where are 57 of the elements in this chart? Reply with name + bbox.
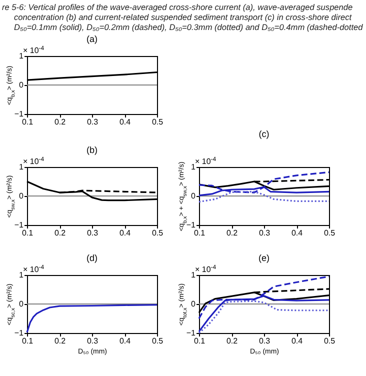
x-tick-label: 0.5 [324, 228, 336, 238]
x-tick-label: 0.2 [54, 228, 66, 238]
x-tick-label: 0.2 [226, 228, 238, 238]
text: concentration (b) and current-related suspended sediment transport (c) in cross-shore direct [13, 12, 353, 22]
x-tick-label: 0.1 [22, 336, 34, 346]
x-tick-label: 0.1 [194, 228, 206, 238]
x-tick-label: 0.5 [152, 118, 164, 126]
x-tick-label: 0.2 [54, 336, 66, 346]
x-tick-label: 0.1 [194, 336, 206, 346]
line-series [198, 190, 330, 203]
x-tick-label: 0.3 [86, 336, 99, 346]
line-series [26, 304, 158, 334]
x-tick-label: 0.3 [86, 118, 99, 126]
y-tick-label: 0 [19, 192, 24, 200]
y-tick-label: 1 [191, 162, 196, 172]
chart-title: (d) [86, 253, 98, 263]
x-tick-label: 0.1 [22, 118, 34, 126]
x-tick-label: 0.4 [119, 228, 132, 238]
x-tick-label: 0.2 [54, 118, 66, 126]
text: × 10$^{-4}$ [23, 156, 45, 166]
x-tick-label: 0.3 [258, 228, 271, 238]
chart-title: (c) [258, 129, 270, 140]
chart-title: (a) [86, 34, 98, 44]
x-tick-label: 0.2 [226, 336, 238, 346]
y-tick-label: 1 [19, 162, 24, 172]
x-tick-label: 0.5 [324, 336, 336, 346]
text: × 10$^{-4}$ [23, 264, 45, 274]
y-tick-label: 0 [191, 300, 196, 308]
y-tick-label: 1 [191, 270, 196, 280]
y-tick-label: 1 [19, 52, 24, 60]
x-tick-label: 0.4 [119, 336, 132, 346]
y-tick-label: 0 [19, 300, 24, 308]
line-series [198, 171, 330, 194]
x-tick-label: 0.5 [152, 336, 164, 346]
text: × 10$^{-4}$ [195, 264, 217, 274]
y-tick-label: 0 [19, 80, 24, 90]
x-tick-label: 0.4 [291, 228, 304, 238]
y-tick-label: −1 [14, 328, 24, 338]
x-tick-label: 0.4 [291, 336, 304, 346]
y-tick-label: 0 [191, 192, 196, 200]
x-tick-label: 0.5 [152, 228, 164, 238]
line-series [198, 300, 330, 334]
x-tick-label: 0.3 [86, 228, 99, 238]
text: D₅₀=0.1mm (solid), D₅₀=0.2mm (dashed), D₅₀=0.3mm (dotted) and D₅₀=0.4mm (dashed-dotted [13, 22, 364, 32]
text: × 10$^{-4}$ [195, 156, 217, 166]
x-tick-label: 0.4 [119, 118, 132, 126]
x-tick-label: 0.3 [258, 336, 271, 346]
y-tick-label: −1 [186, 220, 196, 230]
y-tick-label: −1 [14, 110, 24, 118]
y-tick-label: 1 [19, 270, 24, 280]
text: re 5-6: Vertical profiles of the wave-averaged cross-shore current (a), wave-averaged suspende [2, 2, 354, 12]
text: × 10$^{-4}$ [23, 45, 45, 55]
y-tick-label: −1 [14, 220, 24, 230]
chart-title: (b) [86, 145, 98, 155]
x-tick-label: 0.1 [22, 228, 34, 238]
y-tick-label: −1 [186, 328, 196, 338]
chart-title: (e) [258, 253, 270, 263]
